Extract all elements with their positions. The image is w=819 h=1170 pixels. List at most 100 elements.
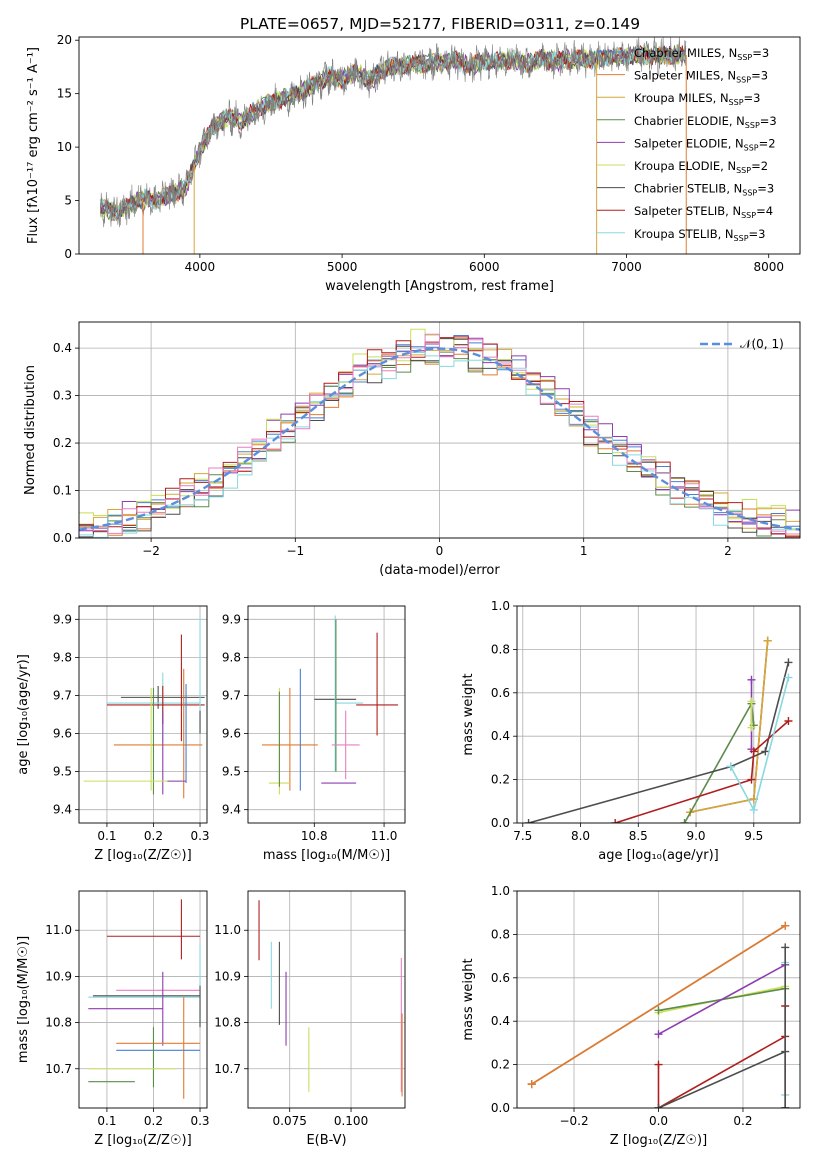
x-tick-label: 11.0 [371, 829, 398, 843]
y-tick-label: 9.9 [222, 612, 241, 626]
y-tick-label: 0.0 [53, 531, 72, 545]
x-tick-label: 0.1 [97, 1114, 116, 1128]
x-tick-label: 4000 [185, 260, 216, 274]
weight-marker [747, 723, 756, 732]
weight-marker [747, 775, 756, 784]
residuals-plot-area [79, 328, 800, 538]
legend: Chabrier MILES, NSSP=3 Salpeter MILES, NS… [597, 46, 777, 243]
x-axis-label: Z [log₁₀(Z/Z☉)] [94, 848, 191, 863]
x-tick-label: 8.0 [571, 829, 590, 843]
x-tick-label: 8000 [753, 260, 784, 274]
x-tick-label: 9.0 [686, 829, 705, 843]
legend-entry: Chabrier ELODIE, NSSP=3 [634, 114, 777, 130]
x-tick-label: 10.8 [301, 829, 328, 843]
y-tick-label: 0.2 [53, 436, 72, 450]
y-tick-label: 0.0 [491, 816, 510, 830]
y-tick-label: 15 [57, 87, 72, 101]
y-tick-label: 10.9 [214, 969, 241, 983]
x-tick-label: 0.1 [97, 829, 116, 843]
axes-frame [247, 890, 406, 1109]
mass-age-panel: 10.8 11.0 9.4 9.5 9.6 9.7 9.8 9.9 mass [log₁₀(M/… [222, 605, 406, 863]
x-axis-label: (data-model)/error [379, 563, 500, 578]
y-tick-label: 10.9 [45, 969, 72, 983]
ebv-mass-plot-area [258, 900, 403, 1097]
y-tick-label: 9.8 [53, 650, 72, 664]
z-age-panel: 0.1 0.2 0.3 9.4 9.5 9.6 9.7 9.8 9.9 Z [log₁₀(Z/Z☉… [16, 605, 210, 863]
age-weight-panel: 7.5 8.0 8.5 9.0 9.5 0.0 0.2 0.4 0.6 0.8 1.0 age [lo… [461, 599, 801, 863]
legend-entry: 𝒩(0, 1) [740, 337, 784, 351]
x-tick-label: 0.0 [649, 1114, 668, 1128]
y-axis-label: mass weight [461, 958, 476, 1040]
legend-entry: Kroupa ELODIE, NSSP=2 [634, 159, 768, 175]
y-tick-label: 9.9 [53, 612, 72, 626]
y-axis-label: Flux [fλ10⁻¹⁷ erg cm⁻² s⁻¹ A⁻¹] [26, 47, 41, 244]
z-mass-plot-area [88, 899, 201, 1099]
y-tick-label: 0.8 [491, 642, 510, 656]
weight-marker [726, 762, 735, 771]
axes-frame [516, 605, 801, 824]
x-tick-label: 8.5 [629, 829, 648, 843]
x-tick-label: −0.2 [559, 1114, 588, 1128]
x-axis-label: age [log₁₀(age/yr)] [598, 848, 719, 863]
figure-title: PLATE=0657, MJD=52177, FIBERID=0311, z=0… [240, 15, 640, 33]
weight-marker [781, 921, 790, 930]
y-tick-label: 10.8 [214, 1016, 241, 1030]
residuals-panel: −2 −1 0 1 2 0.0 0.1 0.2 0.3 0.4 (data-model)/error… [23, 321, 801, 578]
x-tick-label: 6000 [469, 260, 500, 274]
weight-line [658, 964, 786, 1035]
z-mass-panel: 0.1 0.2 0.3 10.7 10.8 10.9 11.0 Z [log₁₀(Z/Z☉)]… [16, 890, 210, 1148]
weight-line [528, 662, 790, 823]
y-axis-label: mass weight [461, 673, 476, 755]
weight-line [531, 925, 786, 1085]
y-axis-label: mass [log₁₀(M/M☉)] [16, 936, 31, 1063]
age-weight-plot-area [524, 636, 793, 823]
x-axis-label: Z [log₁₀(Z/Z☉)] [94, 1133, 191, 1148]
spectrum-plot-area [99, 37, 687, 254]
y-tick-label: 10.7 [45, 1062, 72, 1076]
weight-marker [761, 747, 770, 756]
legend-entry: Chabrier MILES, NSSP=3 [634, 46, 769, 62]
y-tick-label: 10 [57, 140, 72, 154]
mass-age-plot-area [261, 615, 399, 795]
weight-marker [611, 819, 620, 823]
weight-line [683, 701, 755, 823]
x-tick-label: 0 [436, 544, 444, 558]
x-tick-label: 0.2 [144, 829, 163, 843]
y-tick-label: 0.6 [491, 971, 510, 985]
y-tick-label: 11.0 [45, 923, 72, 937]
y-tick-label: 9.4 [53, 803, 72, 817]
y-tick-label: 10.8 [45, 1016, 72, 1030]
x-tick-label: 5000 [327, 260, 358, 274]
weight-marker [784, 658, 793, 667]
y-tick-label: 9.5 [222, 765, 241, 779]
model-spectrum-line [99, 46, 687, 219]
weight-marker [747, 675, 756, 684]
legend-entry: Salpeter STELIB, NSSP=4 [634, 204, 773, 220]
y-tick-label: 1.0 [491, 884, 510, 898]
legend-entry: Kroupa STELIB, NSSP=3 [634, 227, 765, 243]
x-tick-label: 0.3 [190, 1114, 209, 1128]
z-weight-plot-area [527, 921, 790, 1108]
weight-marker [781, 1104, 790, 1108]
y-tick-label: 0.8 [491, 927, 510, 941]
y-tick-label: 0.4 [53, 341, 72, 355]
y-tick-label: 9.6 [222, 727, 241, 741]
weight-marker [654, 1060, 663, 1069]
weight-line [614, 720, 789, 823]
x-tick-label: 9.5 [744, 829, 763, 843]
weight-marker [749, 747, 758, 756]
y-tick-label: 9.4 [222, 803, 241, 817]
y-tick-label: 9.7 [222, 688, 241, 702]
x-axis-label: E(B-V) [306, 1133, 346, 1148]
y-tick-label: 1.0 [491, 599, 510, 613]
x-tick-label: −2 [142, 544, 160, 558]
weight-marker [654, 1104, 663, 1108]
y-tick-label: 11.0 [214, 923, 241, 937]
x-tick-label: 0.100 [334, 1114, 368, 1128]
x-tick-label: 0.2 [733, 1114, 752, 1128]
x-axis-label: Z [log₁₀(Z/Z☉)] [610, 1133, 707, 1148]
weight-marker [781, 943, 790, 952]
axes-frame [78, 321, 801, 539]
normal-curve [79, 347, 800, 531]
x-tick-label: 7.5 [513, 829, 532, 843]
